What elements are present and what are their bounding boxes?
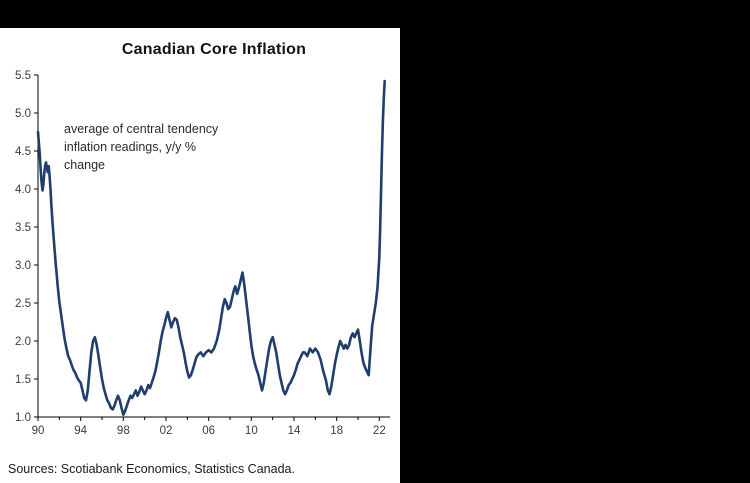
y-tick-label: 4.5: [15, 146, 31, 158]
y-tick-label: 2.0: [15, 336, 31, 348]
x-tick-label: 14: [288, 425, 301, 437]
x-tick-label: 18: [330, 425, 343, 437]
x-tick-label: 02: [160, 425, 173, 437]
y-tick-label: 1.5: [15, 374, 31, 386]
x-tick-label: 22: [373, 425, 386, 437]
y-tick-label: 4.0: [15, 184, 31, 196]
y-tick-label: 5.0: [15, 108, 31, 120]
x-tick-label: 90: [32, 425, 45, 437]
plot-area: 1.0 1.5 2.0 2.5 3.0 3.5 4.0 4.5 5.0 5.5 90 94 98 02 06…: [0, 65, 400, 444]
inflation-line-chart: 1.0 1.5 2.0 2.5 3.0 3.5 4.0 4.5 5.0 5.5 90 94 98 02 06…: [15, 70, 390, 437]
x-tick-label: 94: [74, 425, 87, 437]
y-tick-label: 1.0: [15, 412, 31, 424]
x-tick-label: 10: [245, 425, 258, 437]
y-tick-label: 3.0: [15, 260, 31, 272]
y-tick-label: 3.5: [15, 222, 31, 234]
x-tick-label: 98: [117, 425, 130, 437]
chart-panel: Canadian Core Inflation 1.0 1.5 2.0 2.5 3.0 3…: [0, 28, 400, 483]
chart-sources: Sources: Scotiabank Economics, Statistic…: [8, 462, 295, 476]
chart-annotation: average of central tendency inflation re…: [64, 122, 219, 172]
inflation-line: [36, 79, 387, 417]
x-tick-label: 06: [202, 425, 215, 437]
y-tick-label: 2.5: [15, 298, 31, 310]
chart-title: Canadian Core Inflation: [121, 41, 307, 58]
y-tick-label: 5.5: [15, 70, 31, 82]
